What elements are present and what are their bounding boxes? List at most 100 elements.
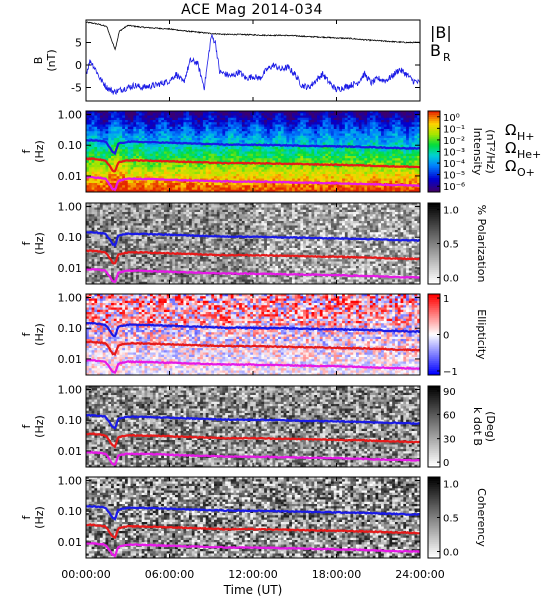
spectrogram-cell (208, 140, 212, 143)
spectrogram-cell (144, 187, 148, 191)
spectrogram-cell (383, 144, 387, 148)
spectrogram-cell (264, 111, 268, 114)
spectrogram-cell (216, 183, 220, 186)
spectrogram-cell (230, 133, 234, 137)
spectrogram-cell (108, 122, 112, 125)
spectrogram-cell (222, 111, 226, 114)
spectrogram-cell (150, 129, 154, 132)
spectrogram-cell (342, 124, 346, 128)
spectrogram-cell (386, 174, 390, 177)
spectrogram-cell (136, 151, 140, 155)
spectrogram-cell (353, 187, 357, 191)
spectrogram-cell (122, 156, 126, 159)
spectrogram-cell (233, 151, 237, 155)
spectrogram-cell (102, 180, 106, 184)
spectrogram-cell (200, 169, 204, 173)
spectrogram-cell (222, 178, 226, 182)
spectrogram-cell (266, 147, 271, 150)
spectrogram-cell (202, 133, 207, 137)
spectrogram-cell (152, 169, 156, 173)
spectrogram-cell (161, 171, 165, 175)
spectrogram-cell (194, 144, 198, 148)
spectrogram-cell (141, 153, 145, 157)
spectrogram-cell (233, 111, 237, 114)
spectrogram-cell (250, 115, 254, 119)
spectrogram-cell (378, 169, 382, 173)
spectrogram-cell (230, 183, 234, 186)
spectrogram-cell (336, 160, 340, 164)
spectrogram-cell (122, 180, 126, 184)
spectrogram-cell (305, 178, 310, 182)
spectrogram-cell (305, 203, 310, 206)
spectrogram-cell (261, 147, 265, 150)
spectrogram-cell (286, 178, 290, 182)
spectrogram-cell (294, 126, 298, 130)
spectrogram-cell (355, 129, 360, 132)
spectrogram-cell (261, 142, 265, 146)
spectrogram-cell (111, 178, 115, 182)
spectrogram-cell (389, 156, 393, 159)
spectrogram-cell (275, 131, 279, 134)
spectrogram-cell (250, 131, 254, 134)
spectrogram-cell (197, 189, 201, 193)
spectrogram-cell (88, 178, 92, 182)
spectrogram-cell (255, 174, 259, 177)
spectrogram-cell (297, 169, 301, 173)
spectrogram-cell (169, 183, 173, 186)
spectrogram-cell (266, 135, 271, 139)
spectrogram-cell (272, 142, 276, 146)
spectrogram-cell (180, 111, 184, 114)
spectrogram-cell (247, 203, 251, 206)
spectrogram-cell (311, 189, 315, 193)
spectrogram-cell (417, 153, 421, 157)
spectrogram-cell (244, 158, 248, 161)
spectrogram-cell (414, 178, 418, 182)
spectrogram-cell (314, 176, 318, 179)
spectrogram-cell (266, 129, 271, 132)
y-tick-label: 1.00 (58, 109, 83, 122)
spectrogram-cell (133, 185, 137, 188)
spectrogram-cell (308, 131, 312, 134)
spectrogram-cell (406, 126, 410, 130)
spectrogram-cell (102, 189, 106, 193)
spectrogram-cell (383, 160, 387, 164)
spectrogram-cell (392, 158, 396, 161)
spectrogram-cell (414, 126, 418, 130)
spectrogram-cell (219, 167, 223, 170)
spectrogram-cell (108, 140, 112, 143)
spectrogram-cell (119, 158, 123, 161)
spectrogram-cell (200, 144, 204, 148)
spectrogram-cell (289, 165, 293, 168)
spectrogram-cell (214, 122, 218, 125)
spectrogram-cell (339, 156, 343, 159)
spectrogram-cell (408, 142, 413, 146)
spectrogram-cell (386, 144, 390, 148)
spectrogram-cell (253, 140, 257, 143)
spectrogram-cell (150, 117, 154, 121)
spectrogram-cell (188, 187, 193, 191)
spectrogram-cell (328, 183, 332, 186)
spectrogram-cell (383, 176, 387, 179)
spectrogram-cell (325, 156, 329, 159)
spectrogram-cell (214, 176, 218, 179)
spectrogram-cell (214, 140, 218, 143)
spectrogram-cell (188, 126, 193, 130)
spectrogram-cell (347, 115, 351, 119)
spectrogram-cell (386, 138, 390, 141)
spectrogram-cell (99, 189, 104, 193)
spectrogram-cell (188, 169, 193, 173)
spectrogram-cell (239, 111, 243, 114)
spectrogram-cell (325, 129, 329, 132)
spectrogram-cell (166, 147, 170, 150)
spectrogram-cell (155, 174, 159, 177)
spectrogram-cell (261, 149, 265, 152)
spectrogram-cell (358, 147, 362, 150)
spectrogram-cell (175, 122, 179, 125)
spectrogram-cell (236, 135, 240, 139)
spectrogram-cell (358, 124, 362, 128)
spectrogram-cell (144, 151, 148, 155)
spectrogram-cell (186, 115, 190, 119)
spectrogram-cell (361, 189, 365, 193)
spectrogram-cell (386, 162, 390, 166)
spectrogram-cell (152, 135, 156, 139)
